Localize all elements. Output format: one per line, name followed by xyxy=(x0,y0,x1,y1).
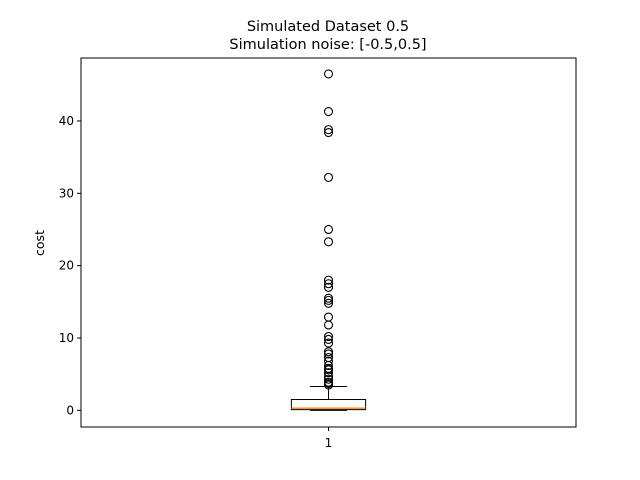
outlier-point xyxy=(323,371,334,381)
outlier-point xyxy=(323,338,334,348)
outlier-point xyxy=(323,320,334,330)
outlier-point xyxy=(323,298,334,308)
outlier-point xyxy=(323,347,334,357)
outlier-point xyxy=(323,380,334,390)
outlier-point xyxy=(323,275,334,285)
outlier-point xyxy=(323,293,334,303)
box-1 xyxy=(290,69,367,411)
outlier-point xyxy=(323,282,334,292)
box-group xyxy=(290,69,367,411)
outlier-point xyxy=(323,237,334,247)
chart-subtitle: Simulation noise: [-0.5,0.5] xyxy=(229,37,426,53)
outlier-point xyxy=(323,224,334,235)
outlier-point xyxy=(323,172,334,182)
outlier-point xyxy=(323,365,334,375)
y-tick-label: 20 xyxy=(59,259,74,273)
outlier-point xyxy=(323,106,334,117)
y-tick-label: 0 xyxy=(66,403,74,417)
x-axis-ticks: 1 xyxy=(325,427,333,450)
plot-area xyxy=(80,57,577,428)
y-axis-label: cost xyxy=(32,230,47,256)
y-tick-label: 10 xyxy=(59,331,74,345)
outlier-point xyxy=(323,295,334,305)
outlier-point xyxy=(323,360,334,371)
y-tick-label: 30 xyxy=(59,186,74,200)
outlier-point xyxy=(323,368,334,378)
outlier-point xyxy=(323,349,334,359)
outlier-point xyxy=(323,279,334,289)
chart-title: Simulated Dataset 0.5 xyxy=(247,19,409,35)
x-tick-label: 1 xyxy=(325,436,333,450)
outlier-point xyxy=(323,69,334,79)
outlier-point xyxy=(323,374,334,384)
outlier-point xyxy=(323,127,334,138)
y-tick-label: 40 xyxy=(59,114,74,128)
outlier-point xyxy=(323,356,334,366)
outlier-point xyxy=(323,125,334,135)
interquartile-box xyxy=(290,399,367,411)
y-axis-ticks: 0 10 20 30 40 xyxy=(59,114,81,417)
outlier-point xyxy=(323,332,334,342)
outlier-point xyxy=(323,334,334,345)
